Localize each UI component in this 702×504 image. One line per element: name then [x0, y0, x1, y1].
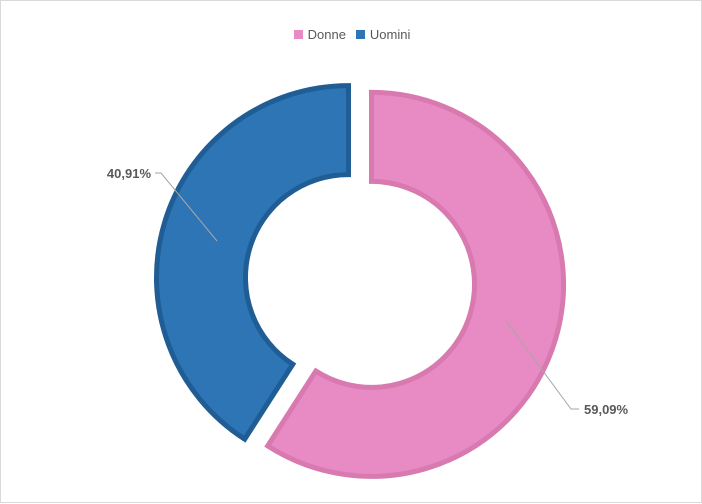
donut-slices: [154, 83, 566, 479]
legend-item-uomini: Uomini: [355, 27, 411, 42]
data-labels: 59,09% 40,91%: [107, 166, 629, 417]
legend: Donne Uomini: [1, 27, 702, 42]
donut-slice-uomini: [154, 83, 351, 443]
legend-swatch-uomini: [355, 30, 365, 39]
leader-lines: [155, 172, 579, 410]
leader-line-uomini: [155, 172, 218, 242]
data-label-uomini: 40,91%: [107, 166, 152, 181]
legend-label-donne: Donne: [307, 27, 346, 42]
donut-slice-donne: [264, 89, 566, 479]
legend-swatch-donne: [293, 30, 303, 39]
data-label-donne: 59,09%: [584, 402, 629, 417]
legend-item-donne: Donne: [293, 27, 346, 42]
legend-label-uomini: Uomini: [369, 27, 411, 42]
leader-line-donne: [505, 320, 579, 410]
